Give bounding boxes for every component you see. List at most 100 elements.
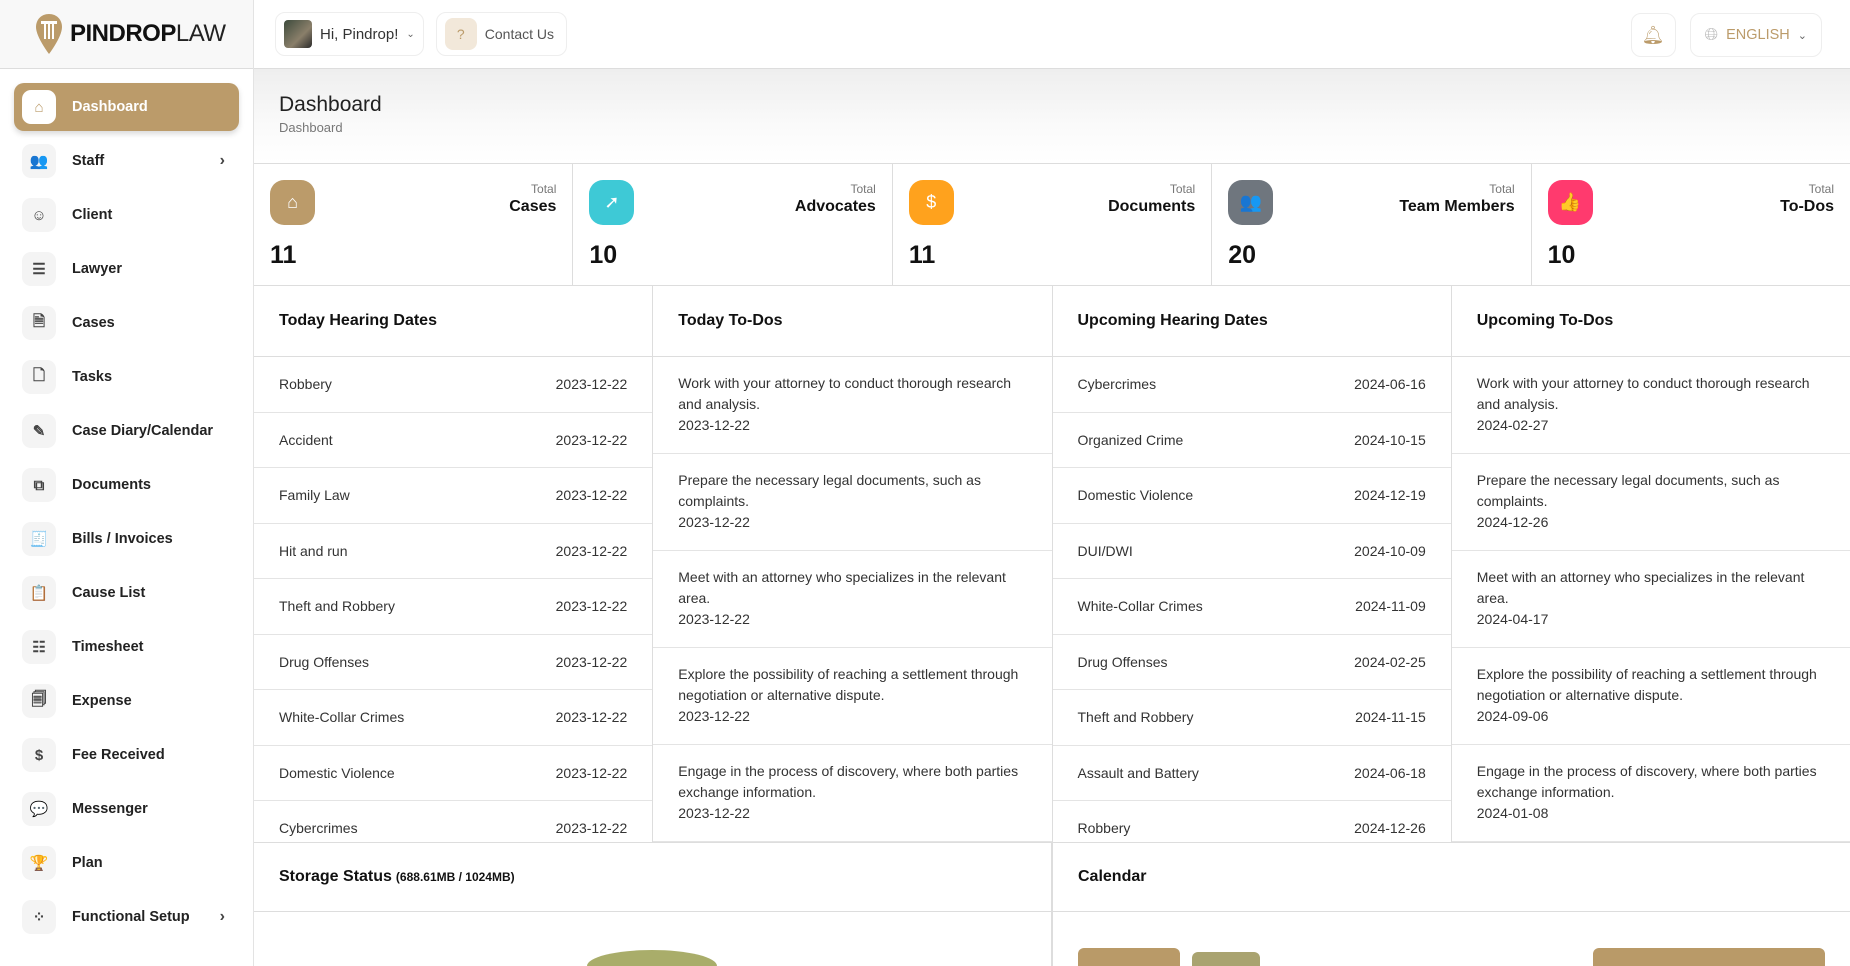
todo-date: 2024-12-26 — [1476, 514, 1549, 530]
loader-icon: ⁘ — [22, 900, 56, 934]
stat-card-cases[interactable]: ⌂ Total Cases 11 — [254, 164, 574, 285]
hearing-date: 2023-12-22 — [555, 820, 628, 837]
list-item[interactable]: Work with your attorney to conduct thoro… — [653, 357, 1052, 454]
list-item[interactable]: Prepare the necessary legal documents, s… — [1451, 454, 1850, 551]
list-item[interactable]: Engage in the process of discovery, wher… — [653, 745, 1052, 842]
sidebar-item-plan[interactable]: 🏆 Plan — [14, 839, 239, 887]
section-title: Today To-Dos — [653, 286, 1052, 357]
list-item[interactable]: Cybercrimes 2024-06-16 — [1052, 357, 1451, 413]
calendar-prev-button[interactable] — [1078, 948, 1180, 966]
file-plus-icon: 🗋 — [22, 360, 56, 394]
list-item[interactable]: Cybercrimes 2023-12-22 — [254, 801, 652, 842]
copy-icon: ⧉ — [22, 468, 56, 502]
hearing-date: 2024-02-25 — [1354, 653, 1426, 670]
sidebar-item-messenger[interactable]: 💬 Messenger — [14, 785, 239, 833]
sidebar-item-lawyer[interactable]: ☰ Lawyer — [14, 245, 239, 293]
hearing-name: Domestic Violence — [279, 764, 395, 781]
contact-us-button[interactable]: ? Contact Us — [435, 12, 568, 56]
sidebar-item-cases[interactable]: 🗎 Cases — [14, 299, 239, 347]
sidebar-item-label: Dashboard — [72, 99, 148, 115]
storage-usage: (688.61MB / 1024MB) — [395, 870, 515, 884]
list-item[interactable]: Organized Crime 2024-10-15 — [1052, 413, 1451, 468]
user-menu-button[interactable]: Hi, Pindrop! ⌄ — [275, 12, 424, 56]
stat-card-advocates[interactable]: ➚ Total Advocates 10 — [573, 164, 893, 285]
list-item[interactable]: Robbery 2023-12-22 — [254, 357, 653, 413]
sidebar-nav: ⌂ Dashboard 👥 Staff › ☺ Client ☰ Lawyer 🗎 Cases 🗋 Ta… — [0, 69, 253, 941]
list-item[interactable]: Work with your attorney to conduct thoro… — [1451, 357, 1850, 454]
sidebar-item-documents[interactable]: ⧉ Documents — [14, 461, 239, 509]
upcoming-hearing-dates: Upcoming Hearing Dates Cybercrimes 2024-06… — [1052, 286, 1452, 842]
user-check-icon: ☺ — [22, 198, 56, 232]
todo-date: 2023-12-22 — [678, 514, 750, 530]
sidebar-item-tasks[interactable]: 🗋 Tasks — [14, 353, 239, 401]
list-item[interactable]: Drug Offenses 2024-02-25 — [1052, 635, 1451, 690]
list-item[interactable]: Accident 2023-12-22 — [254, 413, 653, 468]
language-selector[interactable]: 🌐︎ ENGLISH ⌄ — [1689, 13, 1822, 57]
chevron-down-icon: ⌄ — [406, 28, 415, 40]
list-item[interactable]: Meet with an attorney who specializes in… — [653, 551, 1052, 648]
sidebar-item-expense[interactable]: 🗐 Expense — [14, 677, 239, 725]
list-item[interactable]: Engage in the process of discovery, wher… — [1451, 745, 1850, 842]
stat-name: Advocates — [794, 198, 876, 215]
todo-text: Engage in the process of discovery, wher… — [678, 763, 1019, 800]
sidebar-item-label: Tasks — [72, 369, 113, 385]
list-item[interactable]: DUI/DWI 2024-10-09 — [1052, 524, 1451, 579]
list-item[interactable]: Theft and Robbery 2024-11-15 — [1052, 690, 1451, 746]
notification-bell-button[interactable]: 🔔︎ — [1630, 13, 1676, 57]
list-item[interactable]: Family Law 2023-12-22 — [254, 468, 653, 524]
section-title: Today Hearing Dates — [254, 286, 653, 357]
hearing-name: Cybercrimes — [279, 820, 358, 837]
diary-icon: ✎ — [22, 414, 56, 448]
sidebar-item-bills-invoices[interactable]: 🧾 Bills / Invoices — [14, 515, 239, 563]
hearing-name: Assault and Battery — [1077, 764, 1199, 781]
chevron-right-icon: › — [219, 908, 225, 925]
topbar: Hi, Pindrop! ⌄ ? Contact Us 🔔︎ 🌐︎ ENGLIS… — [254, 0, 1850, 69]
list-item[interactable]: Meet with an attorney who specializes in… — [1451, 551, 1850, 648]
list-item[interactable]: Drug Offenses 2023-12-22 — [254, 635, 653, 690]
sidebar-item-client[interactable]: ☺ Client — [14, 191, 239, 239]
section-title: Upcoming To-Dos — [1451, 286, 1850, 357]
language-label: ENGLISH — [1726, 27, 1790, 43]
list-item[interactable]: Hit and run 2023-12-22 — [254, 524, 653, 579]
sidebar-item-fee-received[interactable]: $ Fee Received — [14, 731, 239, 779]
logo[interactable]: PINDROPLAW — [0, 0, 253, 69]
sidebar-item-label: Cases — [72, 315, 115, 331]
stat-prefix: Total — [1808, 182, 1835, 196]
sidebar-item-dashboard[interactable]: ⌂ Dashboard — [14, 83, 239, 131]
sidebar-item-functional-setup[interactable]: ⁘ Functional Setup › — [14, 893, 239, 941]
stat-label: Total Cases — [509, 182, 556, 216]
section-title: Upcoming Hearing Dates — [1052, 286, 1451, 357]
list-item[interactable]: Robbery 2024-12-26 — [1053, 801, 1451, 842]
list-item[interactable]: Assault and Battery 2024-06-18 — [1052, 746, 1451, 801]
hearing-name: Domestic Violence — [1077, 487, 1194, 504]
list-item[interactable]: White-Collar Crimes 2024-11-09 — [1052, 579, 1451, 635]
receipt-icon: 🗐 — [22, 684, 56, 718]
hearing-name: White-Collar Crimes — [1077, 598, 1203, 615]
calendar-view-buttons[interactable] — [1593, 948, 1825, 966]
sidebar-item-cause-list[interactable]: 📋 Cause List — [14, 569, 239, 617]
calendar-title: Calendar — [1053, 843, 1850, 912]
todo-text: Meet with an attorney who specializes in… — [678, 569, 1006, 606]
stat-card-to-dos[interactable]: 👍 Total To-Dos 10 — [1532, 164, 1850, 285]
list-item[interactable]: Domestic Violence 2024-12-19 — [1052, 468, 1451, 524]
sidebar-item-staff[interactable]: 👥 Staff › — [14, 137, 239, 185]
list-item[interactable]: Explore the possibility of reaching a se… — [1451, 648, 1850, 745]
dollar-file-icon: $ — [22, 738, 56, 772]
list-item[interactable]: Explore the possibility of reaching a se… — [653, 648, 1052, 745]
hearing-date: 2024-12-19 — [1354, 487, 1426, 504]
today-todos: Today To-Dos Work with your attorney to c… — [653, 286, 1053, 842]
stat-card-team-members[interactable]: 👥 Total Team Members 20 — [1212, 164, 1532, 285]
list-item[interactable]: Theft and Robbery 2023-12-22 — [254, 579, 653, 635]
list-item[interactable]: White-Collar Crimes 2023-12-22 — [254, 690, 653, 746]
hearing-date: 2023-12-22 — [555, 376, 628, 393]
sidebar-item-label: Messenger — [72, 801, 148, 817]
hearing-date: 2024-11-09 — [1355, 598, 1426, 615]
breadcrumb[interactable]: Dashboard — [279, 120, 343, 135]
sidebar-item-case-diary-calendar[interactable]: ✎ Case Diary/Calendar — [14, 407, 239, 455]
sidebar-item-timesheet[interactable]: ☷ Timesheet — [14, 623, 239, 671]
list-item[interactable]: Domestic Violence 2023-12-22 — [254, 746, 653, 801]
list-item[interactable]: Prepare the necessary legal documents, s… — [653, 454, 1052, 551]
calendar-today-button[interactable] — [1192, 952, 1260, 966]
users-icon: 👥 — [22, 144, 56, 178]
stat-card-documents[interactable]: $ Total Documents 11 — [893, 164, 1213, 285]
